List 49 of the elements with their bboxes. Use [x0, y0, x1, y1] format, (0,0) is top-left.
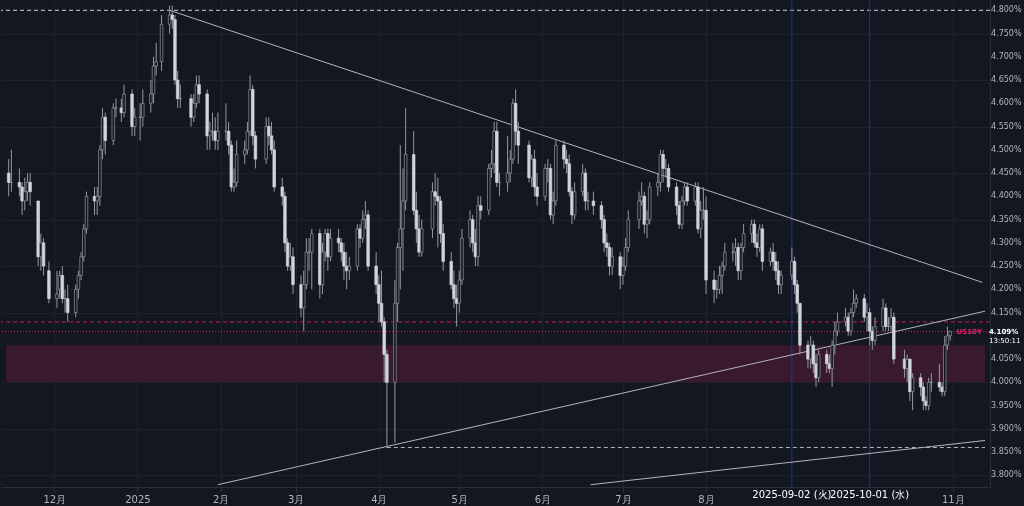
- x-tick-label: 2月: [212, 493, 230, 505]
- x-tick-label: 6月: [534, 493, 552, 505]
- y-tick-label: 4.650%: [991, 75, 1022, 85]
- y-tick-label: 4.250%: [991, 261, 1022, 271]
- x-tick-label: 5月: [451, 493, 468, 505]
- ref-line-label: 2025-09-02 (火): [752, 489, 832, 500]
- x-tick-label: 12月: [43, 493, 67, 505]
- y-tick-label: 3.950%: [991, 400, 1022, 410]
- candlestick: [736, 242, 740, 281]
- y-tick-label: 4.400%: [991, 191, 1022, 201]
- candlestick: [326, 228, 330, 272]
- candlestick: [618, 251, 622, 290]
- candlestick: [779, 270, 783, 295]
- y-tick-label: 4.000%: [991, 377, 1022, 387]
- y-tick-label: 4.150%: [991, 307, 1022, 317]
- y-tick-label: 4.700%: [991, 51, 1022, 61]
- y-tick-label: 4.750%: [991, 28, 1022, 38]
- y-tick-label: 4.200%: [991, 284, 1022, 294]
- y-tick-label: 4.450%: [991, 168, 1022, 178]
- candlestick: [846, 312, 850, 337]
- y-tick-label: 4.500%: [991, 144, 1022, 154]
- candlestick: [873, 316, 877, 346]
- candlestick: [884, 302, 888, 332]
- y-tick-label: 4.350%: [991, 214, 1022, 224]
- x-tick-label: 4月: [371, 493, 388, 505]
- y-tick-label: 3.800%: [991, 470, 1022, 480]
- candlestick: [197, 74, 201, 104]
- candlestick: [122, 84, 126, 118]
- y-tick-label: 4.800%: [991, 5, 1022, 15]
- x-tick-label: 7月: [615, 493, 632, 505]
- y-tick-label: 4.050%: [991, 354, 1022, 364]
- y-tick-label: 4.550%: [991, 121, 1022, 131]
- x-tick-label: 8月: [698, 493, 715, 505]
- x-tick-label: 11月: [941, 493, 965, 505]
- candlestick: [23, 177, 27, 211]
- y-tick-label: 3.850%: [991, 447, 1022, 457]
- y-tick-label: 3.900%: [991, 423, 1022, 433]
- ref-line-label: 2025-10-01 (水): [830, 489, 910, 500]
- candlestick: [591, 191, 596, 216]
- y-tick-label: 4.600%: [991, 98, 1022, 108]
- candlestick: [562, 140, 566, 169]
- candlestick: [712, 270, 716, 304]
- y-tick-label: 4.300%: [991, 237, 1022, 247]
- candlestick: [103, 112, 107, 155]
- candlestick: [731, 242, 735, 262]
- candlestick: [66, 284, 70, 323]
- x-tick-label: 2025: [125, 493, 151, 505]
- x-tick-label: 3月: [287, 493, 305, 505]
- candlestick: [806, 340, 810, 369]
